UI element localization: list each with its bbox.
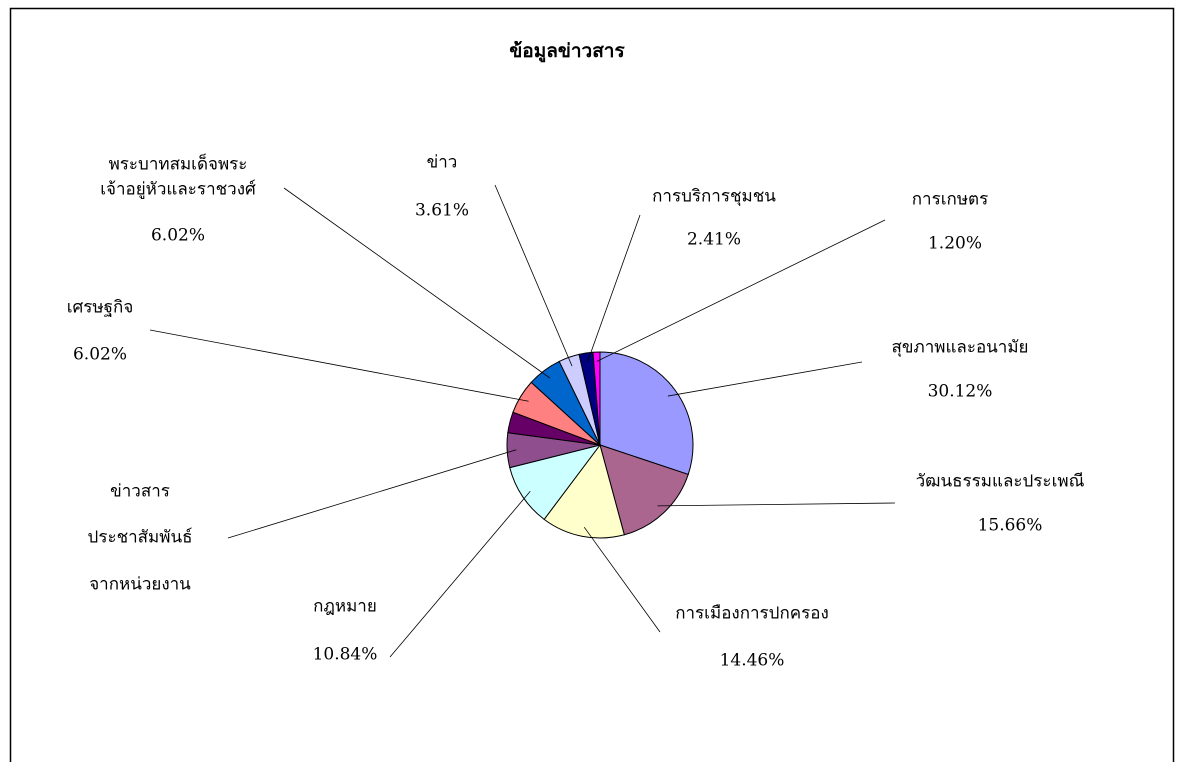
slice-label: การเกษตร: [912, 190, 988, 210]
leader-line: [667, 361, 863, 397]
value-label: 30.12%: [928, 382, 993, 402]
value-label: 6.02%: [73, 345, 127, 365]
pie-slice: [599, 351, 694, 476]
leader-line: [227, 449, 517, 539]
leader-line: [587, 214, 641, 363]
slice-label: ข่าวสาร: [110, 482, 170, 502]
slice-label: ประชาสัมพันธ์: [88, 528, 193, 548]
leader-line: [149, 329, 529, 402]
pie-slice: [592, 351, 601, 446]
slice-label: เจ้าอยู่หัวและราชวงศ์: [100, 180, 256, 200]
leader-line: [657, 502, 896, 507]
pie-slice: [543, 443, 625, 539]
leader-line: [583, 526, 661, 633]
chart-title: ข้อมูลข่าวสาร: [509, 40, 625, 63]
slice-label: เศรษฐกิจ: [67, 298, 134, 318]
leader-line: [596, 219, 886, 362]
leader-line: [283, 187, 551, 379]
slice-label: ข่าว: [427, 153, 458, 173]
value-label: 15.66%: [978, 516, 1043, 536]
slice-label: จากหน่วยงาน: [89, 575, 191, 595]
value-label: 3.61%: [415, 201, 469, 221]
leader-line: [389, 491, 531, 658]
slice-label: สุขภาพและอนามัย: [891, 338, 1028, 358]
pie-slice: [599, 444, 689, 536]
slice-label: กฎหมาย: [313, 597, 377, 617]
chart-frame: [9, 7, 1175, 762]
value-label: 2.41%: [687, 230, 741, 250]
value-label: 10.84%: [313, 645, 378, 665]
slice-label: พระบาทสมเด็จพระ: [109, 153, 248, 175]
value-label: 14.46%: [720, 651, 785, 671]
slice-label: การเมืองการปกครอง: [675, 604, 829, 624]
leader-line: [494, 184, 573, 367]
slice-label: วัฒนธรรมและประเพณี: [916, 472, 1085, 492]
value-label: 6.02%: [151, 226, 205, 246]
slice-label: การบริการชุมชน: [652, 187, 776, 207]
value-label: 1.20%: [928, 234, 982, 254]
